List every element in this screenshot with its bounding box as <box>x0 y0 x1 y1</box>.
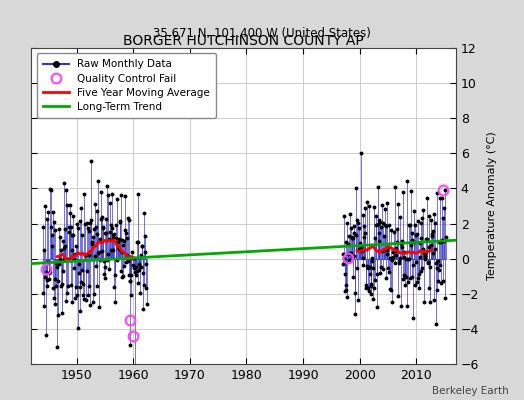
Text: Berkeley Earth: Berkeley Earth <box>432 386 508 396</box>
Legend: Raw Monthly Data, Quality Control Fail, Five Year Moving Average, Long-Term Tren: Raw Monthly Data, Quality Control Fail, … <box>37 53 216 118</box>
Title: BORGER HUTCHINSON COUNTY AP: BORGER HUTCHINSON COUNTY AP <box>123 34 364 48</box>
Text: 35.671 N, 101.400 W (United States): 35.671 N, 101.400 W (United States) <box>153 28 371 40</box>
Y-axis label: Temperature Anomaly (°C): Temperature Anomaly (°C) <box>487 132 497 280</box>
